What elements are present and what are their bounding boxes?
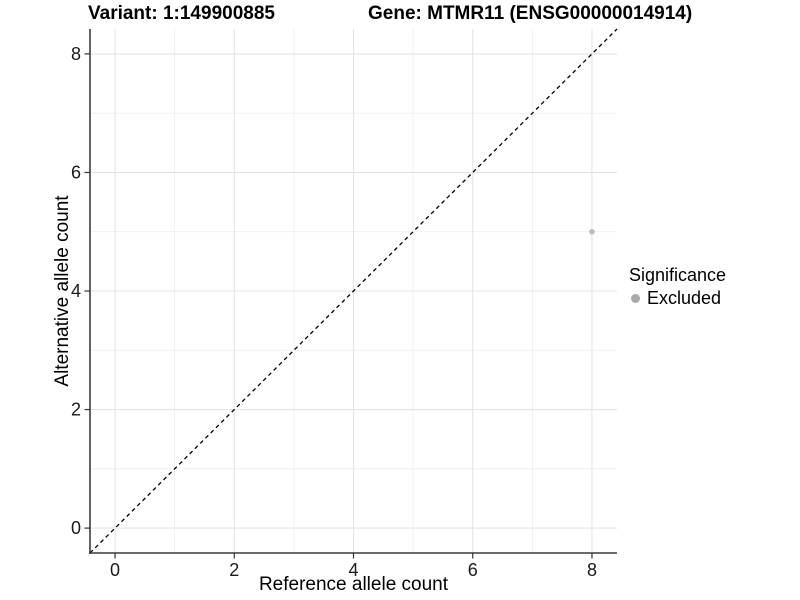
identity-dashed-line [89,28,618,554]
x-tick-label: 2 [229,560,239,580]
legend-item-excluded: Excluded [629,287,726,309]
y-tick-label: 2 [71,400,81,420]
y-tick-label: 4 [71,281,81,301]
data-point-excluded [589,228,595,235]
legend-item-label: Excluded [647,287,722,308]
legend-title: Significance [629,265,727,285]
y-tick-label: 0 [71,518,81,538]
y-tick-label: 6 [71,162,81,182]
legend: Significance Excluded [629,264,726,309]
excluded-point-icon [631,293,640,303]
variant-title: Variant: 1:149900885 [88,3,275,24]
x-tick-label: 4 [348,560,358,580]
gene-title: Gene: MTMR11 (ENSG00000014914) [368,3,693,24]
x-tick-label: 6 [468,560,478,580]
y-axis-title: Alternative allele count [52,195,73,387]
x-tick-label: 8 [587,560,597,580]
x-axis-title: Reference allele count [258,574,449,595]
y-tick-label: 8 [71,44,81,64]
x-tick-label: 0 [110,560,120,580]
